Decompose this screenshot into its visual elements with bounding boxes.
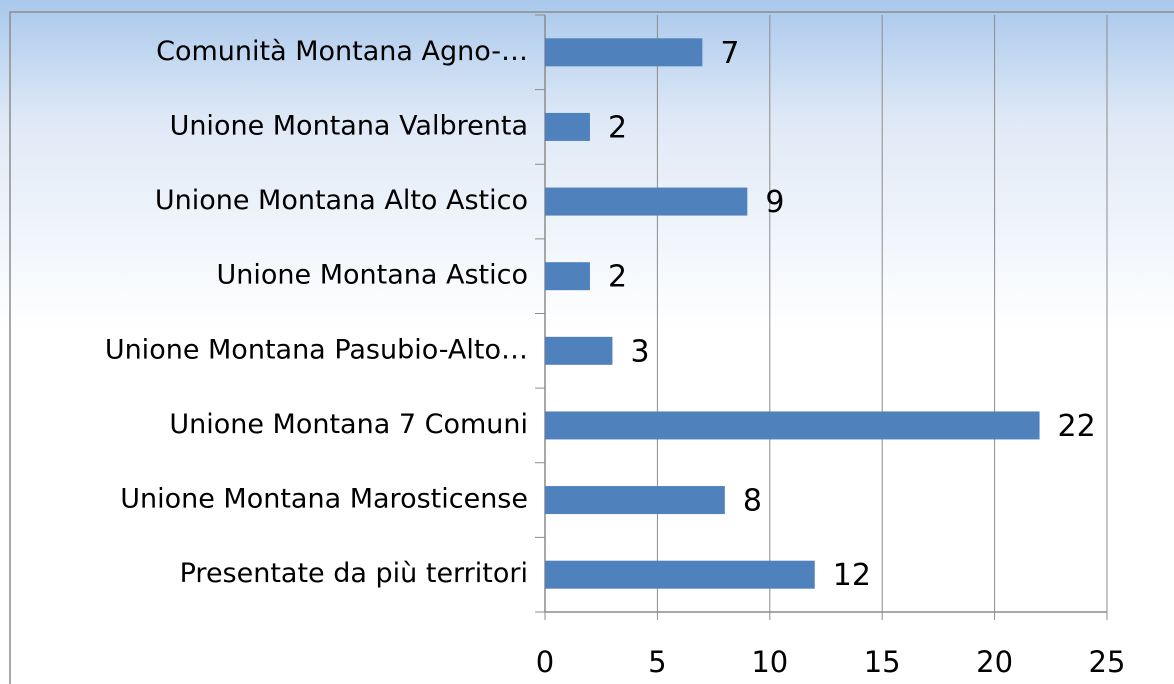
bar	[545, 336, 613, 365]
data-label: 12	[833, 558, 871, 593]
y-tick-label: Unione Montana 7 Comuni	[169, 409, 528, 440]
x-tick-label: 25	[1089, 645, 1126, 679]
y-tick-label: Presentate da più territori	[180, 558, 528, 589]
bar	[545, 38, 703, 67]
data-label: 8	[743, 484, 762, 519]
x-tick-label: 20	[976, 645, 1013, 679]
y-tick-label: Unione Montana Valbrenta	[170, 110, 528, 141]
x-tick-label: 10	[751, 645, 788, 679]
data-label: 7	[720, 36, 739, 71]
y-tick-label: Unione Montana Alto Astico	[155, 185, 528, 216]
data-label: 9	[765, 185, 784, 220]
bar	[545, 411, 1040, 440]
y-tick-label: Unione Montana Marosticense	[120, 484, 528, 515]
bar	[545, 560, 815, 589]
x-tick-label: 5	[648, 645, 666, 679]
y-tick-label: Comunità Montana Agno-…	[156, 36, 528, 67]
bar	[545, 187, 748, 216]
y-tick-label: Unione Montana Astico	[217, 260, 529, 291]
data-label: 2	[608, 110, 627, 145]
bar	[545, 262, 590, 291]
data-label: 2	[608, 260, 627, 295]
bar	[545, 486, 725, 515]
data-label: 3	[630, 334, 649, 369]
y-tick-label: Unione Montana Pasubio-Alto…	[105, 334, 528, 365]
x-tick-label: 15	[864, 645, 901, 679]
bar	[545, 112, 590, 141]
data-label: 22	[1058, 409, 1096, 444]
x-tick-label: 0	[536, 645, 554, 679]
chart-border	[9, 11, 1174, 684]
